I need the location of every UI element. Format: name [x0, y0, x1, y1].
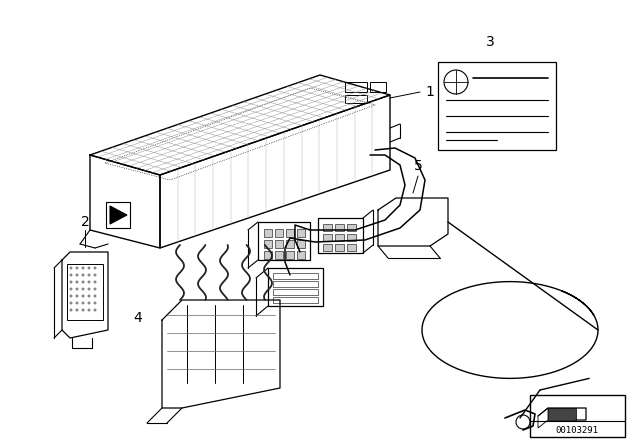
- Text: 00103291: 00103291: [556, 426, 598, 435]
- Text: 5: 5: [413, 159, 422, 173]
- Bar: [275, 240, 283, 248]
- Circle shape: [81, 288, 84, 290]
- Circle shape: [76, 309, 79, 311]
- Bar: [258, 222, 310, 260]
- Bar: [273, 289, 318, 295]
- Bar: [268, 268, 323, 306]
- Circle shape: [76, 267, 79, 270]
- Bar: [323, 224, 332, 231]
- Bar: [286, 251, 294, 259]
- Circle shape: [93, 288, 97, 290]
- Polygon shape: [538, 408, 548, 428]
- Circle shape: [88, 288, 90, 290]
- Bar: [345, 82, 367, 92]
- Bar: [297, 240, 305, 248]
- Bar: [347, 224, 356, 231]
- Circle shape: [76, 294, 79, 297]
- Bar: [530, 395, 625, 437]
- Bar: [106, 202, 130, 228]
- Circle shape: [70, 273, 72, 276]
- Bar: [275, 229, 283, 237]
- Bar: [335, 224, 344, 231]
- Polygon shape: [110, 206, 127, 224]
- Circle shape: [93, 294, 97, 297]
- Circle shape: [76, 302, 79, 305]
- Bar: [347, 234, 356, 241]
- Circle shape: [70, 302, 72, 305]
- Circle shape: [93, 302, 97, 305]
- Bar: [323, 234, 332, 241]
- Circle shape: [70, 294, 72, 297]
- Circle shape: [70, 267, 72, 270]
- Circle shape: [70, 309, 72, 311]
- Circle shape: [88, 309, 90, 311]
- Circle shape: [93, 273, 97, 276]
- Bar: [273, 281, 318, 287]
- Text: 3: 3: [486, 35, 494, 49]
- Bar: [286, 229, 294, 237]
- Circle shape: [93, 309, 97, 311]
- Circle shape: [76, 273, 79, 276]
- Bar: [275, 251, 283, 259]
- Bar: [67, 264, 103, 320]
- Bar: [438, 62, 556, 150]
- Circle shape: [70, 288, 72, 290]
- Polygon shape: [548, 408, 576, 420]
- Circle shape: [88, 280, 90, 284]
- Bar: [264, 229, 272, 237]
- Circle shape: [81, 309, 84, 311]
- Bar: [335, 234, 344, 241]
- Circle shape: [76, 288, 79, 290]
- Bar: [264, 240, 272, 248]
- Bar: [318, 218, 363, 253]
- Bar: [273, 297, 318, 303]
- Circle shape: [81, 267, 84, 270]
- Circle shape: [88, 267, 90, 270]
- Bar: [286, 240, 294, 248]
- Bar: [347, 244, 356, 251]
- Bar: [264, 251, 272, 259]
- Text: 1: 1: [425, 85, 434, 99]
- Bar: [273, 273, 318, 279]
- Bar: [335, 244, 344, 251]
- Circle shape: [93, 280, 97, 284]
- Bar: [345, 95, 367, 103]
- Text: 4: 4: [134, 311, 142, 325]
- Text: 2: 2: [81, 215, 90, 229]
- Circle shape: [88, 273, 90, 276]
- Circle shape: [88, 302, 90, 305]
- Circle shape: [81, 302, 84, 305]
- Circle shape: [93, 267, 97, 270]
- Bar: [370, 82, 386, 92]
- Circle shape: [88, 294, 90, 297]
- Circle shape: [81, 294, 84, 297]
- Bar: [297, 229, 305, 237]
- Circle shape: [76, 280, 79, 284]
- Circle shape: [81, 273, 84, 276]
- Circle shape: [81, 280, 84, 284]
- Circle shape: [70, 280, 72, 284]
- Bar: [323, 244, 332, 251]
- Bar: [297, 251, 305, 259]
